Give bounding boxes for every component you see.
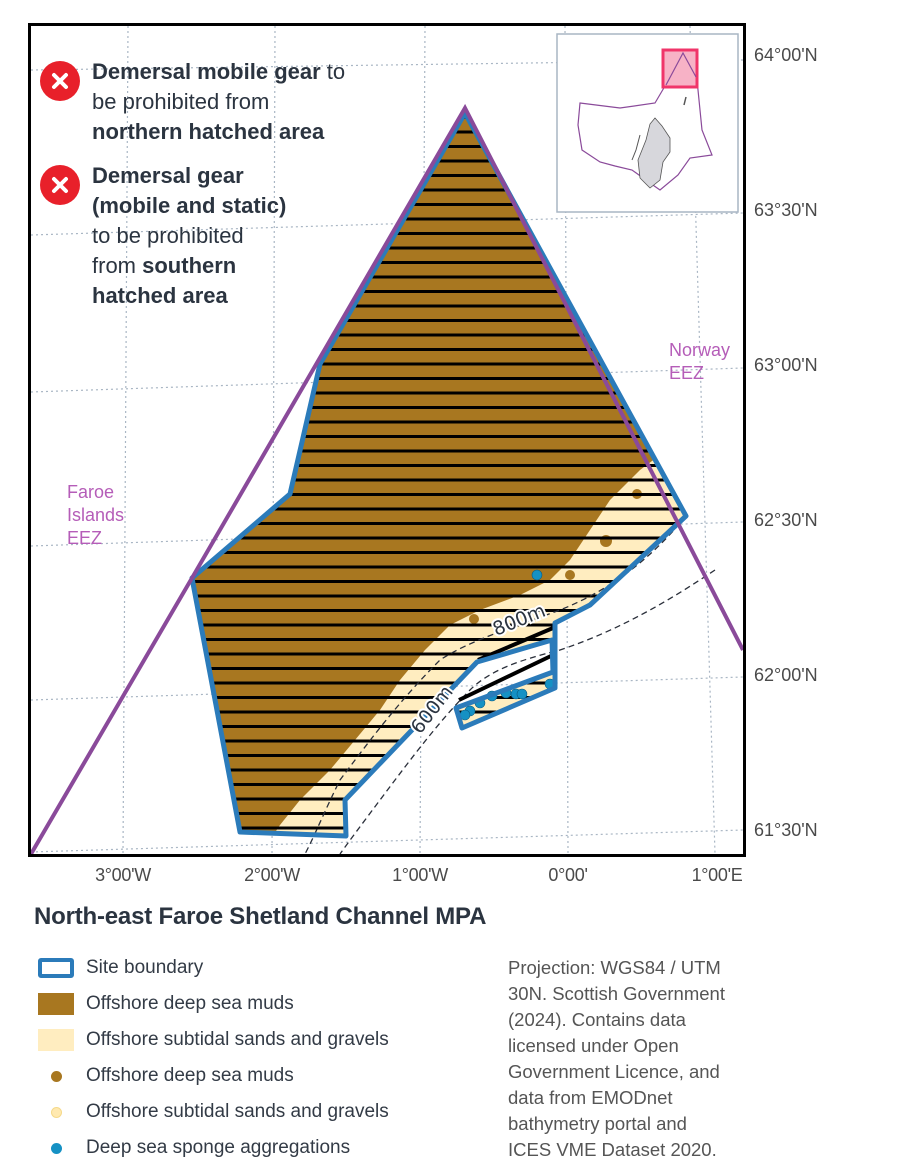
lat-label: 62°00'N	[754, 665, 818, 685]
legend-item-sands-area: Offshore subtidal sands and gravels	[38, 1022, 389, 1058]
sands-dot-icon	[51, 1106, 62, 1118]
boundary-swatch-icon	[38, 958, 74, 978]
legend: Site boundary Offshore deep sea muds Off…	[38, 950, 389, 1166]
muds-swatch-icon	[38, 993, 74, 1015]
map-frame[interactable]: 800m 600m	[28, 23, 746, 857]
eez-line	[31, 103, 743, 854]
lon-label: 2°00'W	[244, 865, 300, 885]
lon-label: 0°00'	[548, 865, 588, 885]
map-title: North-east Faroe Shetland Channel MPA	[34, 903, 487, 930]
lat-label: 64°00'N	[754, 45, 818, 65]
legend-item-muds-point: Offshore deep sea muds	[38, 1058, 389, 1094]
notice-northern-text: Demersal mobile gear to be prohibited fr…	[92, 59, 346, 144]
legend-item-site-boundary: Site boundary	[38, 950, 389, 986]
legend-item-muds-area: Offshore deep sea muds	[38, 986, 389, 1022]
map-canvas: 800m 600m	[31, 26, 743, 854]
site-boundary	[189, 110, 689, 839]
sands-swatch-icon	[38, 1029, 74, 1051]
faroe-eez-label: Faroe Islands EEZ	[67, 482, 125, 548]
prohibited-x-icon	[40, 61, 80, 101]
legend-item-sands-point: Offshore subtidal sands and gravels	[38, 1094, 389, 1130]
inset-map	[556, 33, 739, 213]
notice-southern: Demersal gear (mobile and static) to be …	[40, 161, 286, 311]
muds-dot-icon	[51, 1070, 62, 1082]
notice-northern: Demersal mobile gear to be prohibited fr…	[40, 57, 345, 147]
lon-label: 1°00'W	[392, 865, 448, 885]
prohibited-x-icon	[40, 165, 80, 205]
lat-label: 62°30'N	[754, 510, 818, 530]
lon-label: 1°00'E	[691, 865, 743, 885]
notice-southern-text: Demersal gear (mobile and static) to be …	[92, 163, 287, 308]
lat-label: 63°30'N	[754, 200, 818, 220]
legend-item-sponge-point: Deep sea sponge aggregations	[38, 1130, 389, 1166]
lat-label: 63°00'N	[754, 355, 818, 375]
lon-label: 3°00'W	[95, 865, 151, 885]
lat-label: 61°30'N	[754, 820, 818, 840]
credits-text: Projection: WGS84 / UTM 30N. Scottish Go…	[508, 957, 725, 1160]
sponge-dot-icon	[51, 1142, 62, 1154]
norway-eez-label: Norway EEZ	[669, 340, 731, 383]
